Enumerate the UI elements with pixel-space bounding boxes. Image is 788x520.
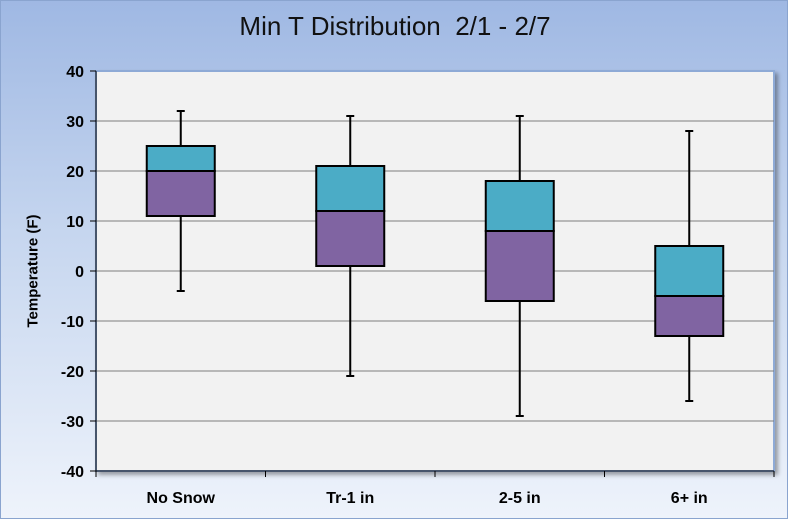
tick-labels: 40 30 20 10 0 -10 -20 -30 -40 No Snow Tr-1 in 2-5 i…	[61, 64, 708, 507]
box-lower-quartile	[145, 170, 216, 217]
y-tick-label: -40	[61, 464, 84, 481]
box-lower-quartile	[484, 230, 555, 302]
y-tick-label: 30	[66, 114, 84, 131]
box-upper-quartile	[315, 165, 386, 212]
y-tick-label: -30	[61, 414, 84, 431]
x-category-label: Tr-1 in	[326, 490, 374, 507]
chart-title: Min T Distribution 2/1 - 2/7	[239, 11, 551, 41]
y-tick-label: 40	[66, 64, 84, 81]
y-tick-label: 10	[66, 214, 84, 231]
box-series	[145, 110, 725, 417]
y-tick-label: -10	[61, 314, 84, 331]
y-tick-label: 20	[66, 164, 84, 181]
box-lower-quartile	[654, 295, 725, 337]
axes	[90, 70, 775, 477]
x-category-label: No Snow	[147, 490, 216, 507]
x-category-label: 2-5 in	[499, 490, 541, 507]
box-upper-quartile	[654, 245, 725, 297]
box-upper-quartile	[484, 180, 555, 232]
y-tick-label: 0	[75, 264, 84, 281]
y-tick-label: -20	[61, 364, 84, 381]
x-category-label: 6+ in	[671, 490, 708, 507]
box-upper-quartile	[145, 145, 216, 172]
box-lower-quartile	[315, 210, 386, 267]
